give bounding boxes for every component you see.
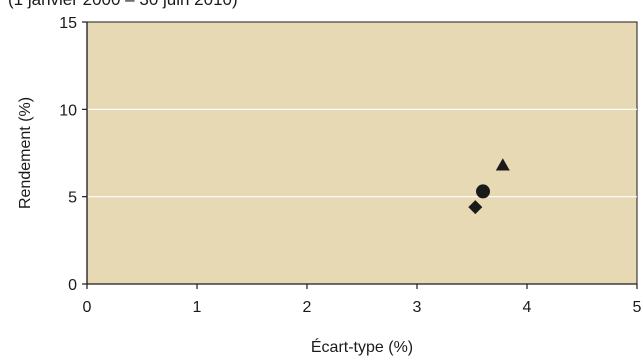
plot-area bbox=[86, 21, 638, 285]
diamond-point bbox=[468, 200, 483, 215]
triangle-point bbox=[495, 158, 510, 171]
grid-lines bbox=[87, 108, 637, 198]
y-tick-label: 15 bbox=[59, 15, 77, 32]
chart-subtitle: (1 janvier 2000 – 30 juin 2010) bbox=[8, 0, 238, 9]
y-axis-title: Rendement (%) bbox=[17, 97, 34, 209]
y-tick-labels: 0 5 10 15 bbox=[59, 15, 77, 294]
y-tick-label: 10 bbox=[59, 102, 77, 119]
data-points bbox=[468, 158, 510, 215]
y-tick-label: 0 bbox=[68, 277, 77, 294]
x-tick-label: 1 bbox=[193, 299, 202, 316]
x-tick-labels: 0 1 2 3 4 5 bbox=[83, 299, 642, 316]
x-tick-label: 0 bbox=[83, 299, 92, 316]
circle-point bbox=[476, 184, 490, 199]
x-tick-label: 4 bbox=[523, 299, 532, 316]
y-tick-label: 5 bbox=[68, 190, 77, 207]
x-tick-label: 3 bbox=[413, 299, 422, 316]
x-tick-label: 5 bbox=[633, 299, 642, 316]
axes bbox=[82, 21, 638, 289]
x-axis-title: Écart-type (%) bbox=[311, 337, 413, 356]
x-tick-label: 2 bbox=[303, 299, 312, 316]
